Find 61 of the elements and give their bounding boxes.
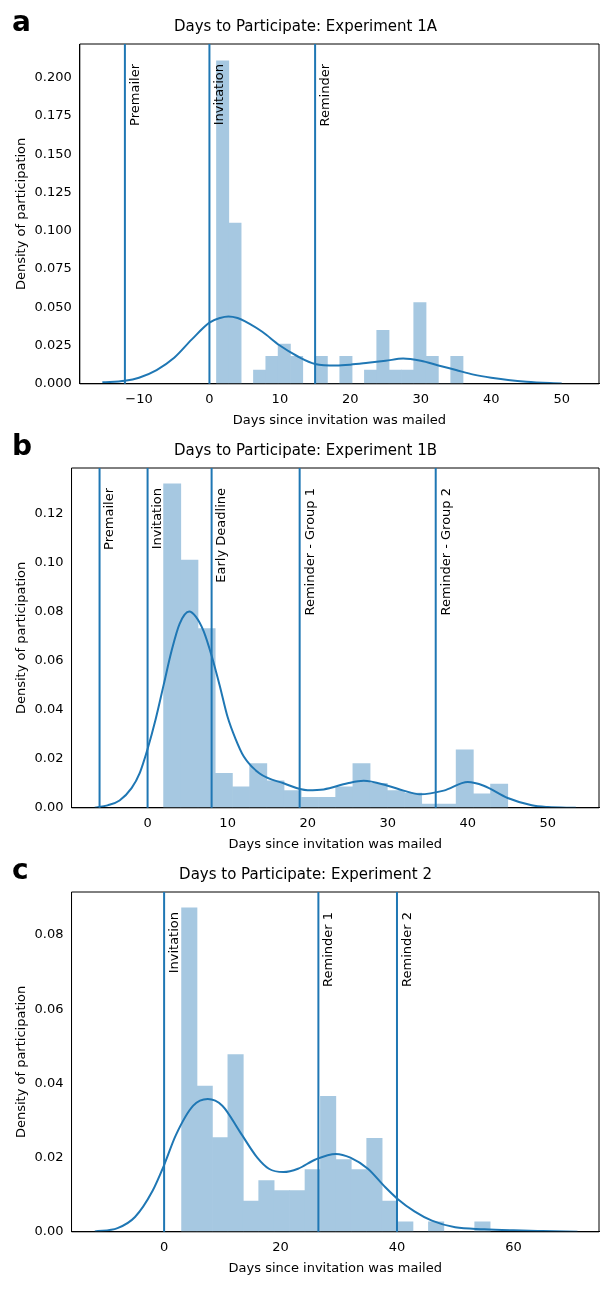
y-tick-label: 0.06: [34, 651, 64, 667]
y-tick-label: 0.10: [34, 553, 64, 569]
ref-line-label: Reminder - Group 2: [437, 488, 453, 616]
x-tick-label: −10: [125, 390, 153, 406]
y-axis-title: Density of participation: [13, 985, 29, 1139]
chart-title: Days to Participate: Experiment 1A: [173, 16, 438, 35]
x-tick-label: 0: [205, 390, 214, 406]
y-axis-title: Density of participation: [13, 137, 29, 291]
x-tick-label: 50: [539, 814, 557, 830]
ref-line-label: Invitation: [165, 912, 181, 974]
ref-line-label: Reminder - Group 1: [301, 488, 317, 616]
y-tick-label: 0.12: [34, 504, 64, 520]
x-tick-label: 50: [553, 390, 570, 406]
x-tick-label: 40: [388, 1238, 406, 1254]
x-tick-label: 0: [159, 1238, 169, 1254]
chart-title: Days to Participate: Experiment 1B: [173, 440, 438, 459]
ref-line-label: Reminder 1: [320, 912, 336, 987]
x-tick-label: 10: [271, 390, 289, 406]
x-tick-label: 40: [482, 390, 500, 406]
y-tick-label: 0.02: [34, 750, 64, 766]
text: c: [12, 853, 29, 887]
x-tick-label: 30: [379, 814, 396, 830]
x-tick-label: 20: [272, 1238, 289, 1254]
x-tick-label: 20: [342, 390, 359, 406]
ref-line-label: Invitation: [211, 64, 227, 126]
y-tick-label: 0.125: [34, 183, 72, 199]
x-axis-title: Days since invitation was mailed: [228, 835, 442, 851]
y-tick-label: 0.06: [34, 1000, 64, 1016]
y-tick-label: 0.08: [34, 602, 64, 618]
text: a: [12, 5, 31, 39]
y-tick-label: 0.00: [34, 1223, 64, 1239]
x-tick-label: 10: [219, 814, 236, 830]
text: b: [12, 429, 33, 463]
y-tick-label: 0.200: [34, 69, 72, 85]
chart-title: Days to Participate: Experiment 2: [179, 864, 432, 883]
x-tick-label: 40: [459, 814, 477, 830]
x-axis-title: Days since invitation was mailed: [232, 411, 447, 427]
y-tick-label: 0.04: [34, 1074, 64, 1090]
x-tick-label: 0: [143, 814, 152, 830]
y-tick-label: 0.08: [34, 926, 64, 942]
x-tick-label: 60: [505, 1238, 522, 1254]
y-tick-label: 0.025: [34, 336, 72, 352]
ref-line-label: Early Deadline: [213, 488, 229, 583]
ref-line-label: Premailer: [101, 487, 117, 550]
x-tick-label: 30: [412, 390, 430, 406]
y-tick-label: 0.000: [34, 375, 72, 391]
y-tick-label: 0.050: [34, 298, 72, 314]
y-tick-label: 0.04: [34, 701, 64, 717]
y-tick-label: 0.00: [34, 799, 64, 815]
x-tick-label: 20: [299, 814, 316, 830]
y-tick-label: 0.150: [34, 145, 72, 161]
y-tick-label: 0.175: [34, 107, 72, 123]
ref-line-label: Premailer: [126, 63, 142, 126]
ref-line-label: Reminder: [316, 63, 332, 127]
y-axis-title: Density of participation: [13, 561, 29, 715]
y-tick-label: 0.075: [34, 260, 72, 276]
ref-line-label: Invitation: [149, 488, 165, 550]
ref-line-label: Reminder 2: [398, 912, 414, 987]
x-axis-title: Days since invitation was mailed: [228, 1259, 442, 1275]
y-tick-label: 0.02: [34, 1148, 64, 1164]
y-tick-label: 0.100: [34, 222, 72, 238]
